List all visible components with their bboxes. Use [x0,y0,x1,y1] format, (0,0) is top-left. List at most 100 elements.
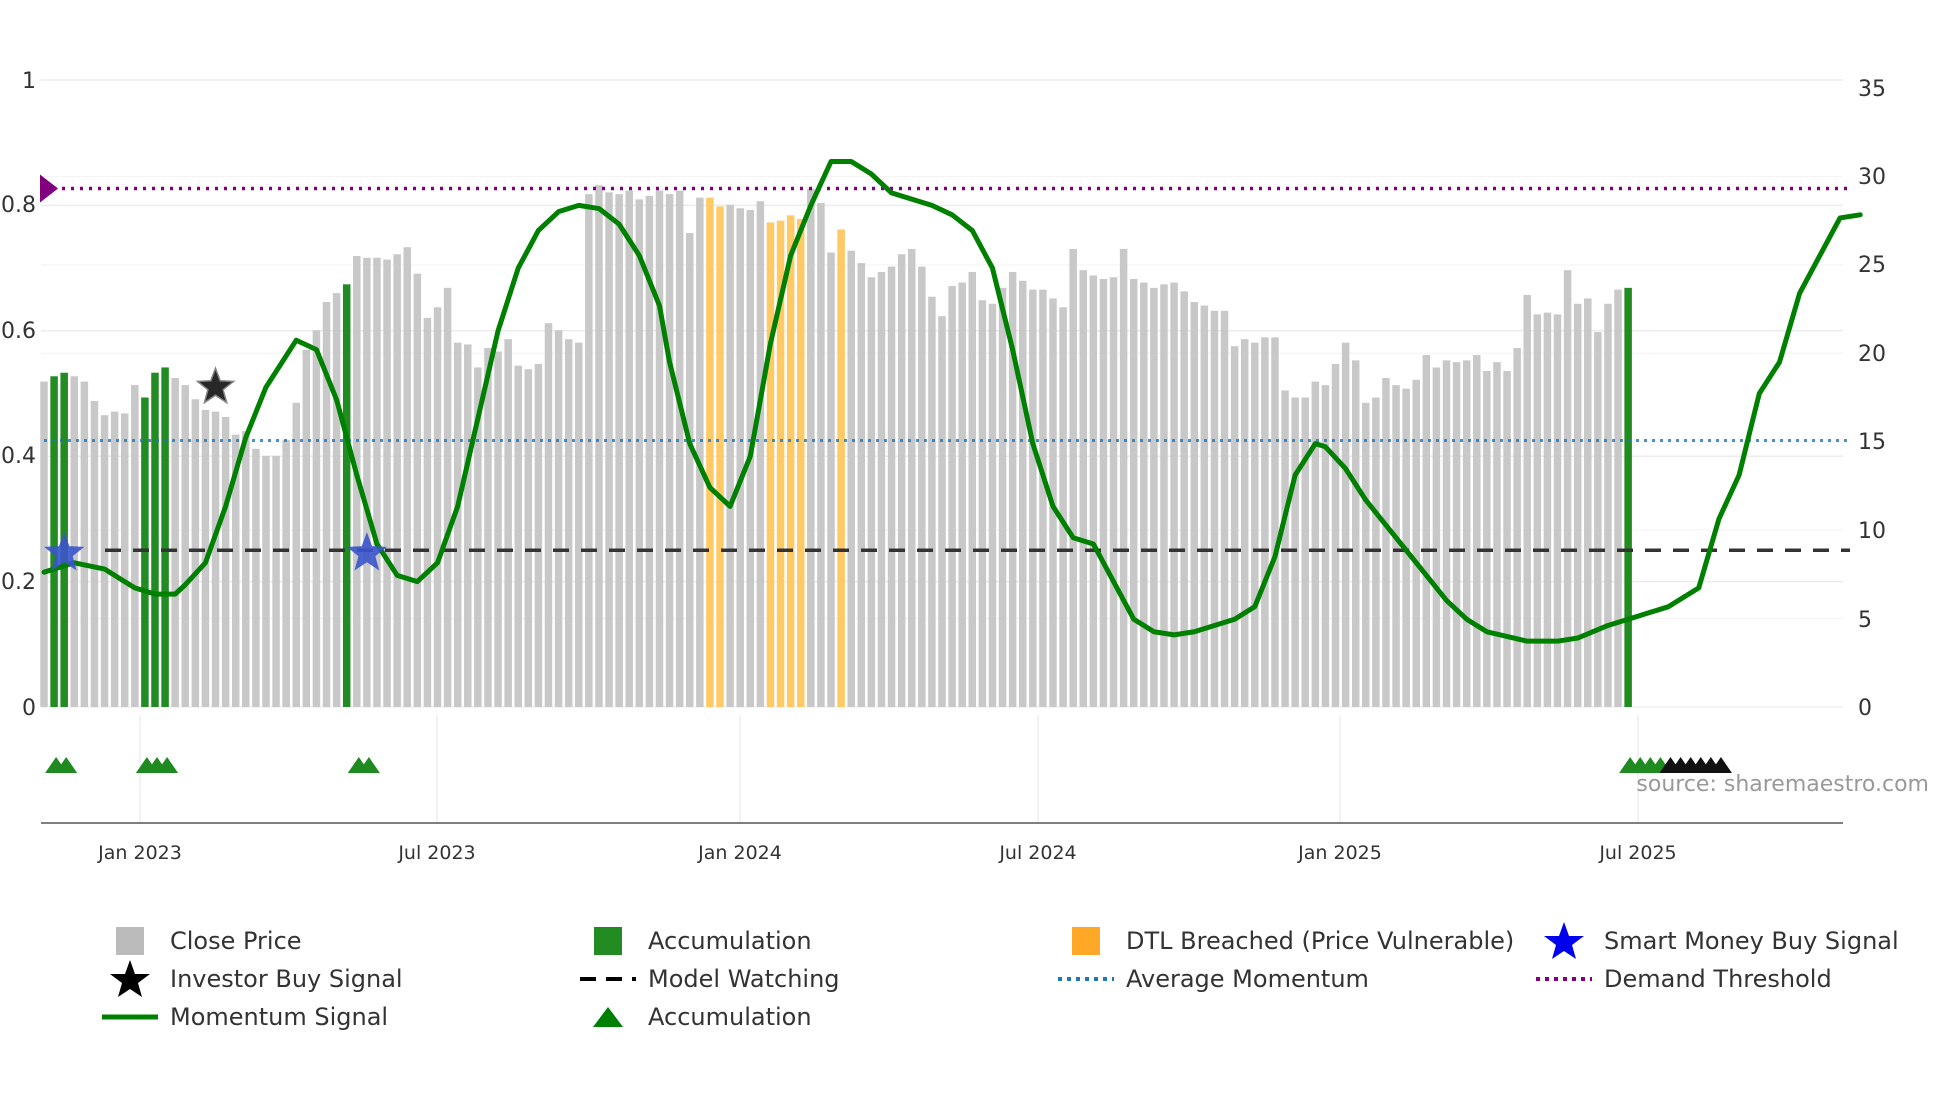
close-price-bar [1382,378,1390,707]
close-price-bar [181,385,190,707]
close-price-bar [1331,363,1340,707]
close-price-bar [413,273,422,707]
close-price-bar [1008,271,1017,707]
x-tick-label: Jul 2025 [1598,842,1676,864]
close-price-bar [90,401,99,707]
close-price-bar [1594,332,1602,707]
close-price-bar [1321,385,1330,707]
x-tick-label: Jul 2023 [397,842,475,864]
momentum-signal-line [41,159,1863,644]
close-price-bar [857,263,866,707]
close-price-bar [887,266,896,707]
close-price-bar [645,195,654,707]
accumulation-triangle-black [1709,757,1732,773]
x-tick-label: Jan 2023 [97,842,182,864]
close-price-bar [1029,289,1037,707]
right-tick: 20 [1858,342,1886,367]
close-price-bar [1301,397,1309,707]
close-price-bar [332,293,341,707]
close-price-bar [877,271,886,707]
close-price-bar [544,323,553,707]
close-price-bar [1432,367,1441,707]
close-price-bar [1362,402,1370,707]
close-price-bar [1503,370,1511,707]
close-price-bar [1442,360,1451,707]
close-price-bar [847,250,855,708]
close-price-bar [867,277,876,707]
close-price-bar [282,439,290,707]
close-price-bar [1452,362,1461,707]
investor-buy-star [195,366,236,405]
close-price-bar [1553,314,1562,707]
close-price-bar [1311,381,1320,707]
x-tick-label: Jul 2024 [998,842,1076,864]
left-tick: 0 [22,696,36,721]
close-price-bar [978,300,987,707]
close-price-bar [403,247,411,707]
close-price-bar [1422,355,1431,707]
close-price-bar [423,317,432,707]
close-price-bar [70,376,79,707]
close-price-bar [1251,342,1259,707]
close-price-bar [1523,294,1531,707]
close-price-bar [1230,346,1239,707]
close-price-bar [686,233,694,707]
close-price-bar [292,402,300,707]
close-price-bar [918,266,926,707]
right-tick: 35 [1858,77,1886,102]
dtl-breached-bar [716,206,724,707]
accumulation-bar [161,367,169,707]
accumulation-bar [342,284,351,707]
close-price-bar [252,448,260,707]
close-price-bar [726,204,734,707]
close-price-bar [1220,310,1229,707]
close-price-bar [1170,282,1178,707]
signal-markers [44,366,1732,773]
x-tick-label: Jan 2024 [697,842,782,864]
close-price-bar [625,190,633,707]
close-price-bar [363,257,371,707]
close-price-bar [736,208,744,707]
close-price-bar [1513,347,1521,707]
close-price-bar [665,194,674,708]
close-price-bar [1351,360,1360,707]
accumulation-triangle [156,757,179,773]
close-price-bar [1180,291,1188,707]
close-price-bar [1412,379,1420,707]
close-price-bar [1573,303,1582,707]
close-price-bar [1493,362,1501,707]
left-tick: 0.8 [1,193,36,218]
close-price-bar [1069,248,1077,707]
close-price-bar [383,259,391,707]
left-tick: 0.6 [1,319,36,344]
close-price-bar [1291,397,1299,707]
close-price-bar [191,399,200,707]
close-price-bar [1614,289,1622,707]
accumulation-bar [1624,287,1632,707]
close-price-bar [988,303,997,707]
close-price-bar [1210,310,1219,707]
close-price-bar [1200,305,1209,707]
close-price-bar [615,194,623,708]
close-price-bar [242,431,250,707]
close-price-bar [655,190,664,707]
close-price-bar [1392,385,1400,707]
close-price-bar [40,381,48,707]
close-price-bar [1261,337,1269,707]
close-price-bar [827,252,835,707]
close-price-bar [453,342,462,707]
close-price-bar [494,351,502,707]
right-tick: 25 [1858,253,1886,278]
close-price-bar [938,316,946,707]
close-price-bar [171,378,179,707]
dtl-breached-bar [776,220,785,707]
close-price-bar [1543,312,1552,707]
close-price-bar [756,201,765,707]
close-price-bar [998,287,1007,707]
close-price-bar [131,385,139,707]
close-price-bar [635,199,644,708]
close-price-bar [262,455,270,707]
right-tick: 10 [1858,519,1886,544]
right-tick: 0 [1858,696,1872,721]
